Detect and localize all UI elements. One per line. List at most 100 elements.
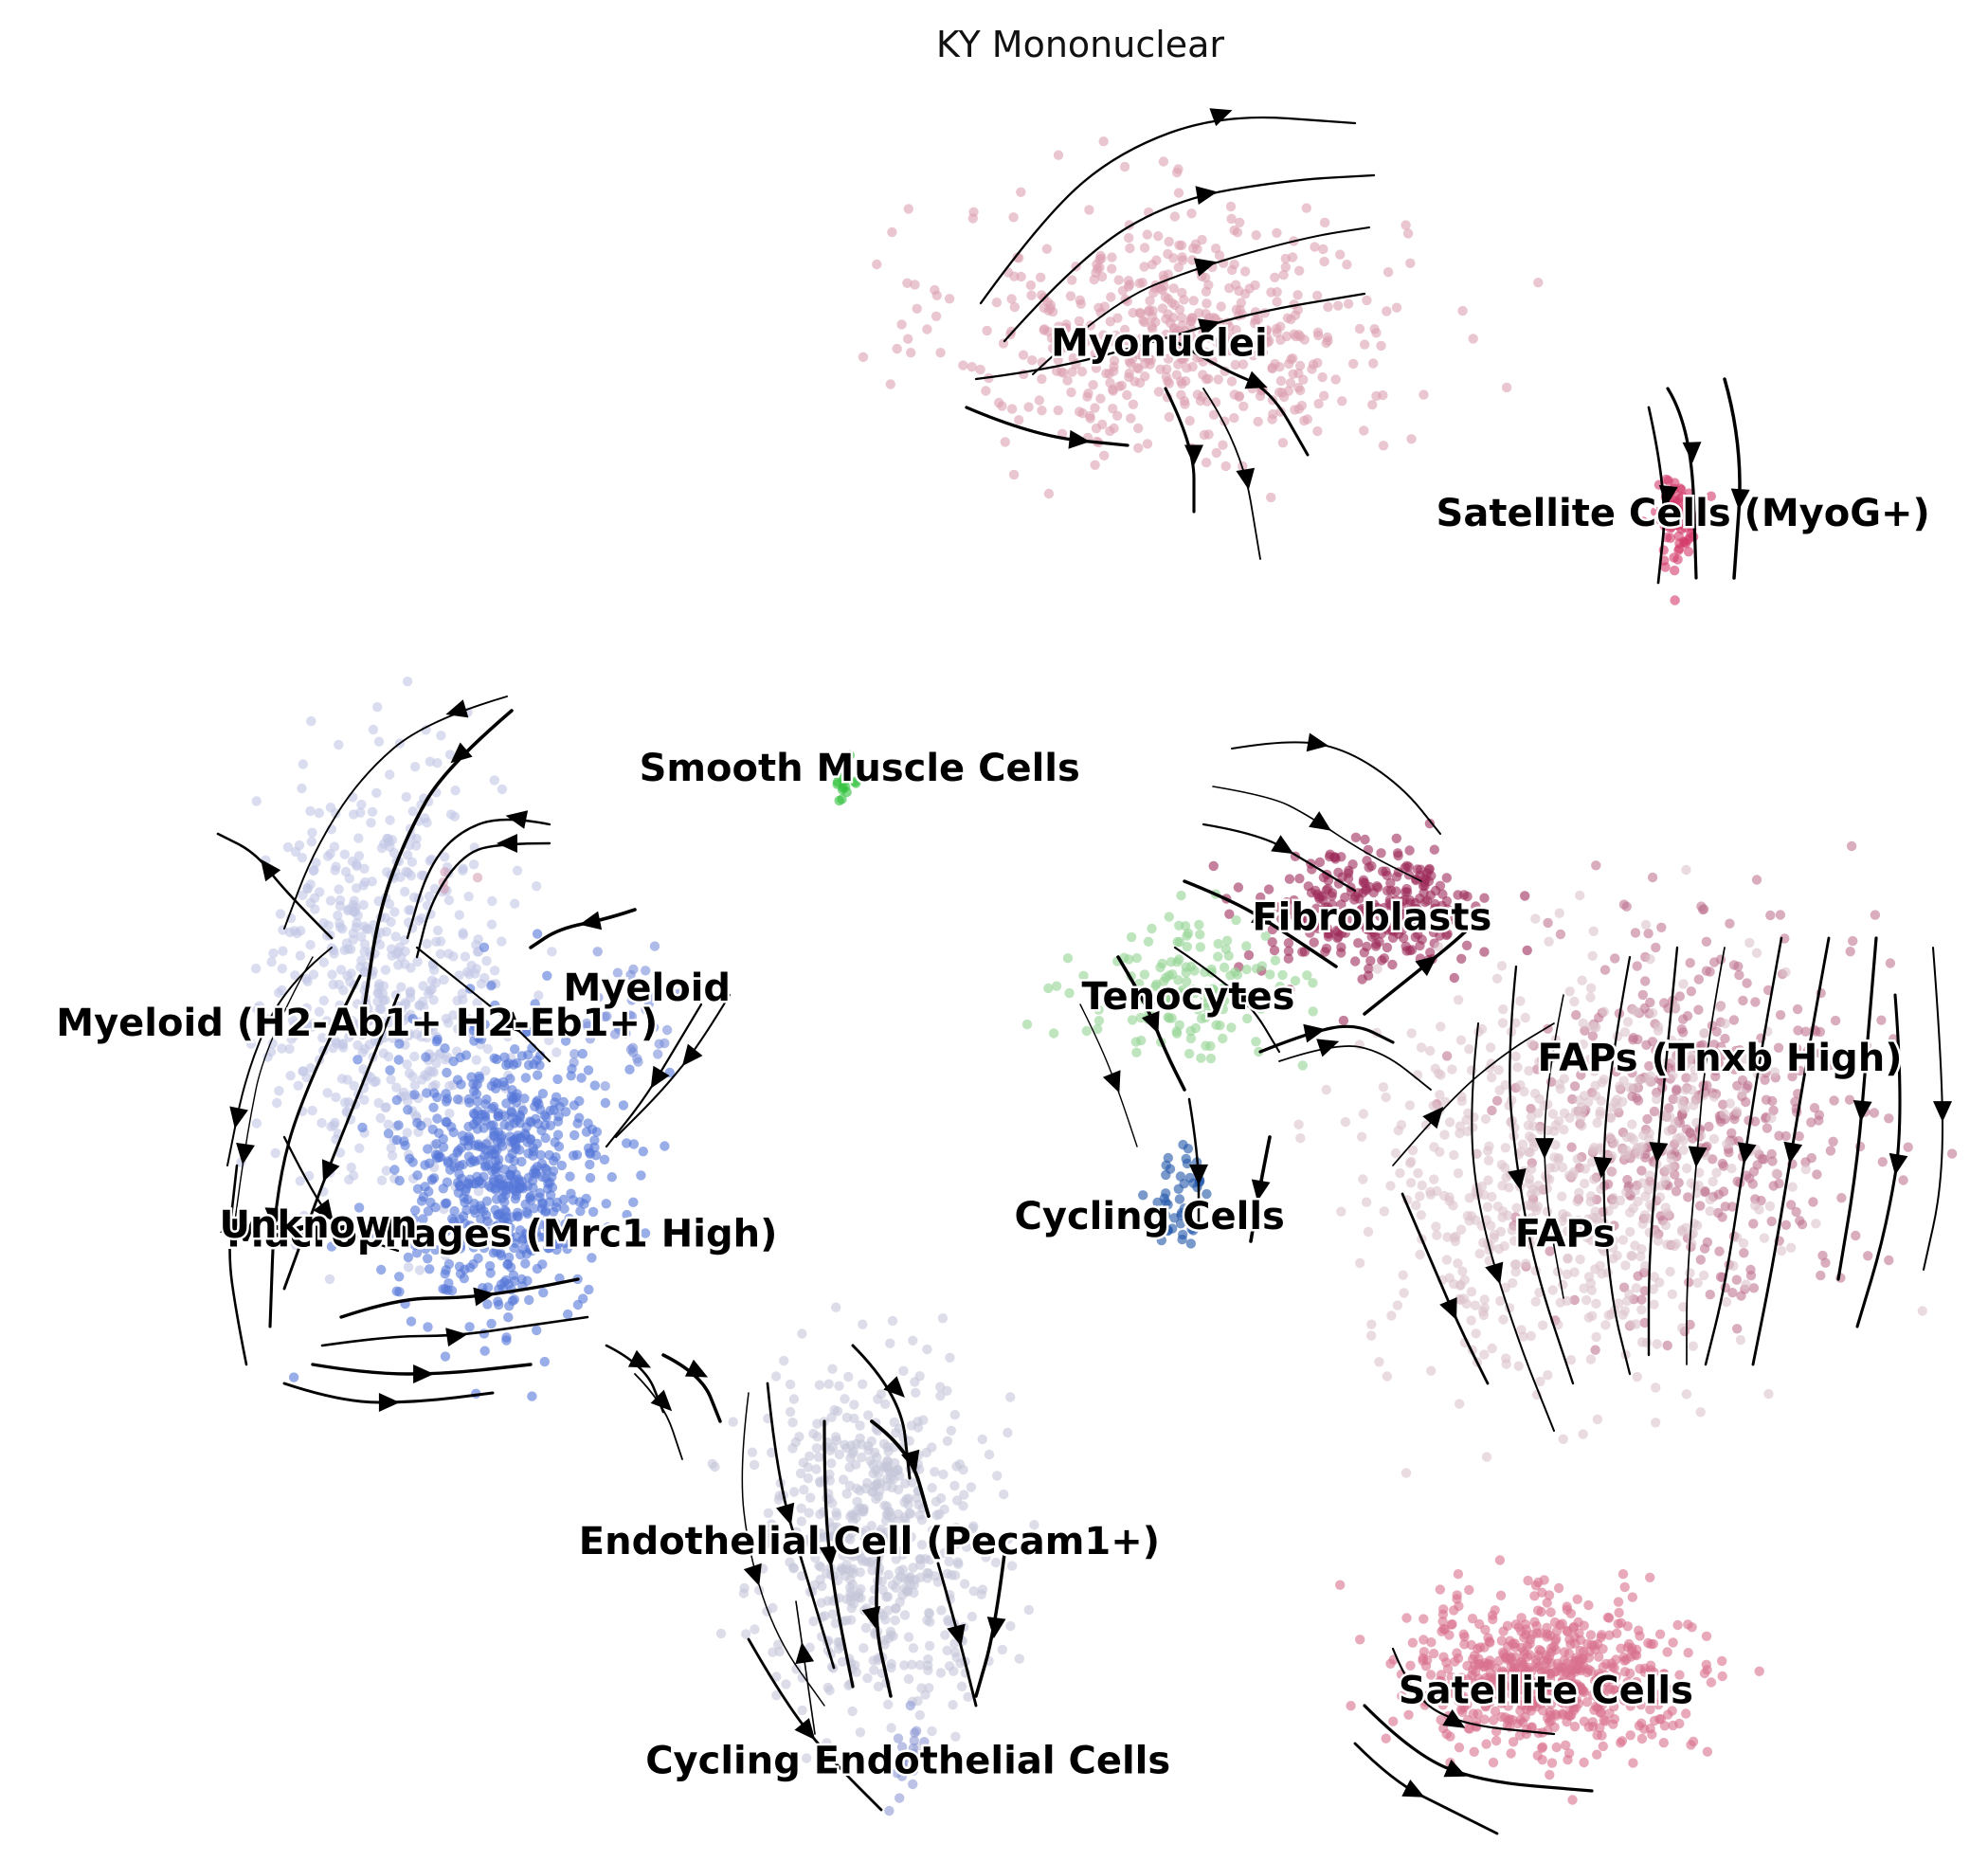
scatter-point (1729, 1064, 1740, 1075)
scatter-point (1516, 1325, 1527, 1335)
scatter-point (1790, 1096, 1800, 1107)
scatter-point (454, 910, 464, 920)
scatter-point (649, 941, 660, 951)
scatter-point (1482, 1202, 1493, 1213)
scatter-point (1657, 1111, 1669, 1121)
scatter-point (1619, 1655, 1630, 1666)
scatter-point (446, 1245, 457, 1256)
scatter-point (1649, 1299, 1659, 1310)
scatter-point (1654, 1192, 1666, 1202)
scatter-point (1503, 1210, 1513, 1221)
scatter-point (443, 1285, 453, 1295)
scatter-point (1685, 1268, 1695, 1278)
scatter-point (785, 1406, 796, 1418)
scatter-point (418, 1214, 428, 1224)
scatter-point (621, 1028, 631, 1039)
scatter-point (1105, 334, 1115, 345)
scatter-point (496, 1137, 506, 1147)
scatter-point (1748, 1057, 1760, 1068)
scatter-point (908, 1335, 918, 1346)
scatter-point (1314, 892, 1325, 902)
scatter-point (1449, 1149, 1459, 1161)
scatter-point (349, 906, 359, 916)
scatter-point (435, 936, 446, 947)
scatter-point (1491, 1735, 1502, 1746)
scatter-point (1366, 1330, 1377, 1341)
scatter-point (366, 818, 376, 828)
scatter-point (997, 401, 1007, 411)
scatter-point (942, 1568, 952, 1580)
scatter-point (1173, 262, 1184, 273)
scatter-point (569, 1100, 580, 1111)
scatter-point (1439, 1129, 1450, 1140)
scatter-point (1590, 1264, 1600, 1274)
scatter-point (1869, 1108, 1880, 1118)
scatter-point (528, 1143, 538, 1153)
scatter-point (393, 1055, 404, 1065)
scatter-point (1572, 1594, 1582, 1605)
scatter-point (1333, 867, 1344, 877)
scatter-point (1455, 1035, 1467, 1045)
scatter-point (483, 1181, 495, 1191)
scatter-point (781, 1679, 791, 1689)
scatter-point (1161, 985, 1172, 996)
scatter-point (1825, 1146, 1836, 1156)
scatter-point (641, 966, 651, 976)
scatter-point (1201, 1040, 1211, 1051)
scatter-point (1885, 958, 1896, 968)
scatter-point (510, 898, 520, 909)
scatter-point (1795, 1065, 1805, 1076)
scatter-point (1285, 985, 1295, 995)
scatter-point (310, 904, 320, 914)
scatter-point (552, 1129, 564, 1140)
scatter-point (1632, 961, 1642, 971)
scatter-point (893, 1509, 904, 1520)
scatter-point (486, 919, 497, 930)
scatter-point (1308, 1006, 1318, 1017)
scatter-point (949, 1480, 960, 1491)
scatter-point (1098, 136, 1109, 147)
scatter-point (1516, 1613, 1527, 1623)
scatter-point (1474, 1248, 1485, 1259)
scatter-point (1665, 1266, 1675, 1277)
scatter-point (430, 1079, 441, 1091)
scatter-point (1235, 217, 1245, 227)
scatter-point (428, 1102, 439, 1113)
scatter-point (1204, 333, 1215, 343)
scatter-point (353, 833, 364, 843)
scatter-point (1236, 298, 1247, 308)
scatter-point (505, 1074, 515, 1084)
scatter-point (938, 1469, 949, 1480)
scatter-point (1829, 1095, 1839, 1106)
scatter-point (1093, 1004, 1104, 1015)
scatter-point (948, 1700, 958, 1710)
scatter-point (410, 1205, 421, 1216)
scatter-point (1078, 970, 1089, 982)
scatter-point (530, 999, 540, 1009)
scatter-point (486, 1318, 497, 1329)
scatter-point (1211, 1020, 1221, 1031)
scatter-point (1418, 1653, 1428, 1664)
scatter-point (1566, 1142, 1577, 1152)
scatter-point (287, 1015, 298, 1025)
scatter-point (1794, 1131, 1804, 1142)
scatter-point (290, 970, 300, 981)
scatter-point (1382, 942, 1393, 953)
scatter-point (1336, 1206, 1346, 1217)
scatter-point (1218, 1004, 1229, 1015)
scatter-point (1161, 314, 1171, 324)
scatter-point (1363, 970, 1374, 981)
cluster-label-myonuclei: Myonuclei (1051, 321, 1268, 365)
scatter-point (1530, 913, 1541, 924)
scatter-point (1212, 337, 1222, 348)
scatter-point (532, 929, 543, 939)
scatter-point (1687, 1085, 1697, 1095)
scatter-point (1099, 301, 1111, 312)
scatter-point (1806, 1117, 1816, 1128)
scatter-point (441, 1055, 451, 1065)
scatter-point (1227, 335, 1238, 346)
scatter-point (334, 1000, 345, 1011)
scatter-point (1673, 1178, 1684, 1188)
scatter-point (851, 1590, 861, 1601)
scatter-point (425, 1197, 436, 1208)
